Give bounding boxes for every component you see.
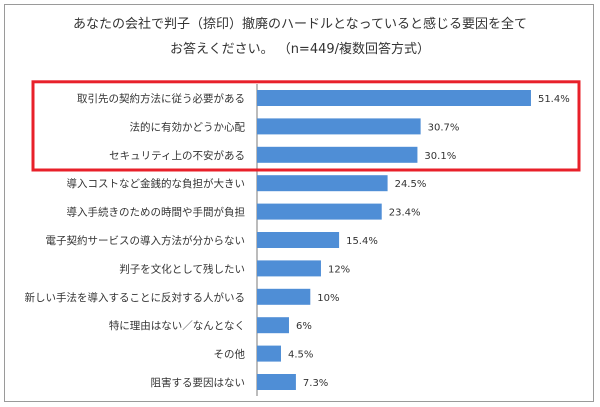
category-label: 判子を文化として残したい — [119, 262, 245, 275]
value-label: 7.3% — [303, 378, 328, 389]
value-label: 24.5% — [395, 179, 427, 190]
category-label: 導入手続きのための時間や手間が負担 — [67, 206, 246, 219]
category-label: 阻害する要因はない — [151, 376, 246, 389]
value-label: 30.1% — [424, 151, 456, 162]
bar — [257, 232, 340, 248]
chart-title: あなたの会社で判子（捺印）撤廃のハードルとなっていると感じる要因を全て お答えく… — [0, 12, 600, 62]
value-label: 10% — [317, 293, 339, 304]
bar — [257, 345, 281, 362]
bar — [257, 317, 289, 334]
bar — [257, 374, 296, 390]
value-label: 30.7% — [428, 122, 460, 133]
value-label: 51.4% — [538, 94, 570, 105]
value-label: 15.4% — [346, 236, 378, 247]
bar — [257, 260, 321, 277]
category-label: 電子契約サービスの導入方法が分からない — [46, 234, 246, 247]
chart-frame — [4, 4, 594, 402]
category-label: セキュリティ上の不安がある — [109, 149, 245, 162]
highlight-box — [31, 80, 581, 172]
value-label: 4.5% — [288, 350, 313, 361]
value-label: 12% — [328, 264, 350, 275]
bar — [257, 118, 421, 135]
value-label: 6% — [296, 321, 312, 332]
category-label: 新しい手法を導入することに反対する人がいる — [25, 291, 246, 304]
bar — [257, 203, 382, 220]
chart-title-line2: お答えください。 （n=449/複数回答方式） — [169, 42, 431, 57]
category-label: その他 — [214, 348, 246, 361]
bar — [257, 175, 388, 192]
category-label: 導入コストなど金銭的な負担が大きい — [67, 177, 246, 190]
category-label: 法的に有効かどうか心配 — [130, 120, 246, 133]
bar — [257, 90, 531, 106]
value-label: 23.4% — [389, 208, 421, 219]
bar — [257, 288, 311, 305]
bar — [257, 146, 418, 163]
chart-title-line1: あなたの会社で判子（捺印）撤廃のハードルとなっていると感じる要因を全て — [73, 17, 527, 32]
category-label: 取引先の契約方法に従う必要がある — [77, 92, 245, 105]
category-label: 特に理由はない／なんとなく — [109, 319, 245, 332]
